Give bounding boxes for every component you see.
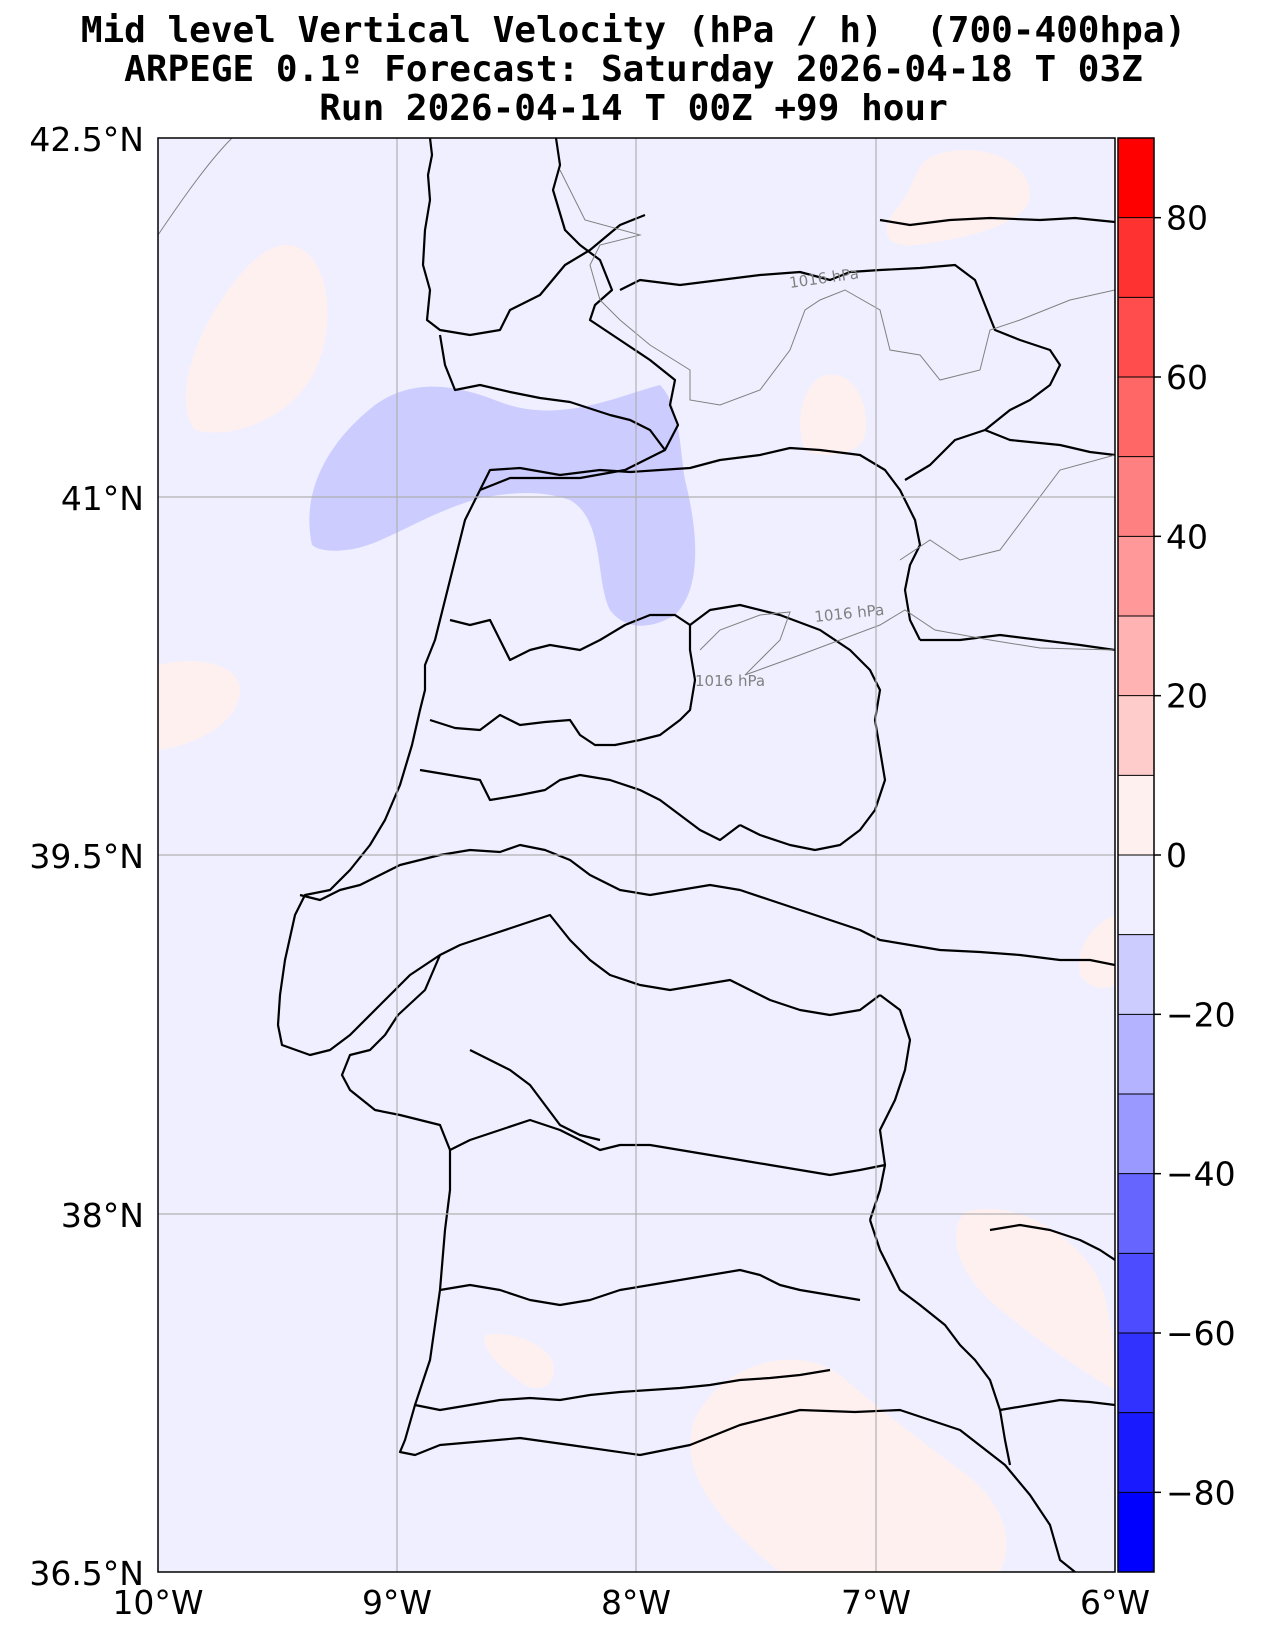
border-spain-south-2 — [999, 1398, 1115, 1412]
descent-patch-sw — [484, 1334, 554, 1389]
colorbar-band — [1118, 297, 1154, 377]
colorbar-tick-label: 60 — [1166, 358, 1208, 397]
border-spain-north-2 — [984, 428, 1115, 457]
lon-tick-label: 8°W — [601, 1583, 671, 1622]
lat-tick-label: 36.5°N — [29, 1554, 144, 1593]
border-setubal — [449, 1118, 886, 1177]
contour-fills — [158, 149, 1115, 1572]
map-area: 1016 hPa 1016 hPa 1016 hPa — [158, 138, 1115, 1572]
colorbar-band — [1118, 1173, 1154, 1254]
border-santarem — [299, 843, 1115, 967]
colorbar-tick-label: 80 — [1166, 199, 1208, 238]
border-spain-east — [920, 633, 1115, 652]
colorbar-band — [1118, 1094, 1154, 1174]
border-beira-north — [629, 446, 922, 641]
lon-tick-label: 7°W — [841, 1583, 911, 1622]
lat-tick-label: 41°N — [61, 479, 144, 518]
descent-patch-se — [956, 1208, 1115, 1390]
border-leiria — [419, 768, 741, 842]
border-cavado — [438, 334, 666, 451]
border-beira-mid — [429, 613, 697, 747]
colorbar-band — [1118, 775, 1154, 855]
colorbar-tick-label: 40 — [1166, 517, 1208, 556]
colorbar-band — [1118, 1412, 1154, 1493]
descent-patch-ne — [886, 149, 1030, 246]
lat-tick-label: 38°N — [61, 1196, 144, 1235]
isobar-nw-corner — [158, 138, 233, 236]
colorbar-band — [1118, 456, 1154, 537]
border-douro — [479, 466, 631, 491]
colorbar-band — [1118, 1014, 1154, 1094]
colorbar: 80 60 40 20 0 −20 −40 −60 −80 — [1117, 137, 1236, 1573]
colorbar-band — [1118, 1492, 1154, 1572]
colorbar-band — [1118, 536, 1154, 616]
colorbar-band — [1118, 616, 1154, 696]
colorbar-band — [1118, 138, 1154, 218]
descent-patch-west — [158, 661, 240, 750]
border-minho-lima — [421, 138, 646, 337]
title-line-1: Mid level Vertical Velocity (hPa / h) (7… — [80, 10, 1187, 51]
border-tras-os-montes — [619, 263, 1062, 481]
colorbar-band — [1118, 855, 1154, 935]
border-spain-south — [989, 1223, 1115, 1261]
title-line-2: ARPEGE 0.1º Forecast: Saturday 2026-04-1… — [124, 49, 1143, 90]
descent-patch-south — [690, 1359, 1007, 1572]
isobar-label-south: 1016 hPa — [695, 672, 765, 690]
border-alentejo — [469, 1049, 601, 1142]
colorbar-tick-label: 20 — [1166, 677, 1208, 716]
descent-patch-east-edge — [1079, 915, 1115, 988]
ascent-patch-north — [309, 385, 696, 626]
colorbar-tick-label: −80 — [1166, 1473, 1236, 1512]
lon-tick-label: 9°W — [362, 1583, 432, 1622]
colorbar-band — [1118, 1333, 1154, 1413]
isobar-north — [559, 169, 1115, 406]
descent-patch-north-central — [800, 374, 866, 455]
isobar-east — [899, 454, 1115, 561]
border-lisbon — [439, 913, 881, 1017]
colorbar-band — [1118, 695, 1154, 776]
colorbar-tick-label: 0 — [1166, 836, 1187, 875]
border-beja — [439, 1268, 861, 1307]
border-spain-north — [879, 216, 1115, 227]
colorbar-tick-label: −40 — [1166, 1155, 1236, 1194]
descent-patch-nw — [185, 244, 328, 433]
title-line-3: Run 2026-04-14 T 00Z +99 hour — [319, 88, 948, 129]
colorbar-tick-label: −60 — [1166, 1314, 1236, 1353]
region-borders — [276, 138, 1115, 1572]
lat-tick-label: 39.5°N — [29, 837, 144, 876]
border-guadiana — [868, 1219, 1012, 1466]
border-alentejo-east — [868, 994, 912, 1221]
lon-tick-label: 6°W — [1080, 1583, 1150, 1622]
colorbar-band — [1118, 1253, 1154, 1333]
colorbar-band — [1118, 217, 1154, 298]
isobar-lines — [158, 138, 1115, 676]
border-algarve — [414, 1368, 831, 1412]
colorbar-band — [1118, 377, 1154, 457]
axis-labels: 42.5°N 41°N 39.5°N 38°N 36.5°N 10°W 9°W … — [29, 120, 1150, 1622]
lat-tick-label: 42.5°N — [29, 120, 144, 159]
lon-tick-label: 10°W — [112, 1583, 203, 1622]
colorbar-tick-label: −20 — [1166, 995, 1236, 1034]
graticule — [158, 138, 1115, 1572]
colorbar-band — [1118, 934, 1154, 1015]
coastline — [276, 138, 1076, 1572]
map-frame — [157, 137, 1116, 1573]
isobar-mid — [699, 609, 1115, 676]
